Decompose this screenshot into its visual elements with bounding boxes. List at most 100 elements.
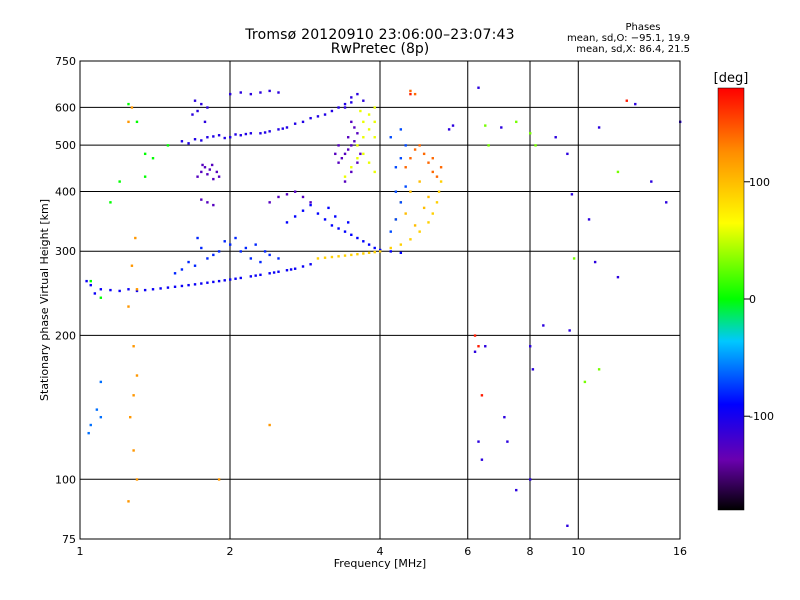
data-point [135,289,139,293]
data-point [130,264,134,267]
data-point [480,394,484,397]
y-tick-labels: 75 100 200 300 400 500 600 750 [55,55,76,546]
data-point [418,180,421,183]
data-point [373,250,376,254]
data-point [244,246,248,250]
data-point [399,251,403,255]
data-point [439,166,443,169]
data-point [89,279,92,283]
data-point [212,280,215,284]
data-point [200,139,203,142]
data-point [394,218,398,221]
data-point [132,345,135,348]
data-point [99,415,103,419]
data-point [413,92,417,96]
data-point [212,253,215,257]
data-point [484,345,487,348]
data-point [249,132,253,135]
data-point [249,275,253,278]
data-point [356,144,359,147]
data-point [268,423,271,427]
data-point [134,236,137,240]
data-point [239,91,242,94]
data-point [413,224,417,227]
data-point [343,230,347,233]
phase-stats-title: Phases [625,22,661,33]
data-point [554,136,557,139]
data-point [143,152,147,156]
data-point [268,201,271,204]
data-point [373,170,376,174]
data-point [389,136,392,139]
data-point [477,345,480,348]
data-point [418,144,421,147]
y-tick-label: 100 [55,473,76,486]
data-point [127,120,130,124]
x-tick-labels: 1 2 4 6 8 10 16 [77,545,688,558]
data-point [259,132,262,135]
x-tick-label: 16 [673,545,687,558]
data-point [597,126,601,129]
data-point [477,440,480,443]
data-point [362,136,365,139]
data-point [203,120,207,124]
data-point [316,212,320,215]
data-point [316,257,320,260]
data-point [309,201,312,204]
data-point [118,289,121,293]
data-point [196,236,199,240]
plot-frame [79,60,681,540]
data-point [229,243,232,246]
data-point [201,163,204,167]
data-point [359,152,362,156]
data-point [593,260,597,264]
data-point [285,126,289,129]
data-point [244,132,248,136]
x-tick-label: 6 [464,545,471,558]
data-point [477,86,480,89]
data-point [431,157,434,160]
data-point [127,288,130,291]
colorbar-label: [deg] [714,71,749,86]
data-point [542,324,545,327]
data-point [193,283,197,286]
data-point [650,180,653,183]
data-point [473,334,477,337]
y-tick-label: 75 [62,533,76,546]
data-point [323,256,327,259]
data-point [337,144,340,147]
data-point [634,102,637,106]
data-point [293,215,297,218]
data-point [309,203,312,207]
data-point [135,478,139,481]
data-points [85,86,682,528]
data-point [404,185,407,188]
data-point [480,458,484,461]
phase-stats-x-mode: mean, sd,X: 86.4, 21.5 [576,44,690,55]
data-point [135,374,139,377]
data-point [206,106,209,109]
data-point [399,157,403,160]
data-point [356,253,359,256]
data-point [373,136,376,139]
data-point [309,116,312,120]
data-point [373,246,376,250]
x-tick-label: 10 [571,545,585,558]
data-point [212,177,215,181]
data-point [435,175,439,178]
data-point [353,140,356,143]
colorbar-tick-label: 0 [749,293,756,306]
data-point [129,415,132,419]
data-point [208,168,211,171]
data-point [343,180,347,183]
data-point [301,209,305,212]
data-point [515,120,518,124]
data-point [259,260,262,264]
data-point [87,431,90,435]
data-point [99,296,103,299]
data-point [309,263,312,266]
data-point [529,478,532,481]
data-point [301,120,305,124]
data-point [263,250,267,253]
